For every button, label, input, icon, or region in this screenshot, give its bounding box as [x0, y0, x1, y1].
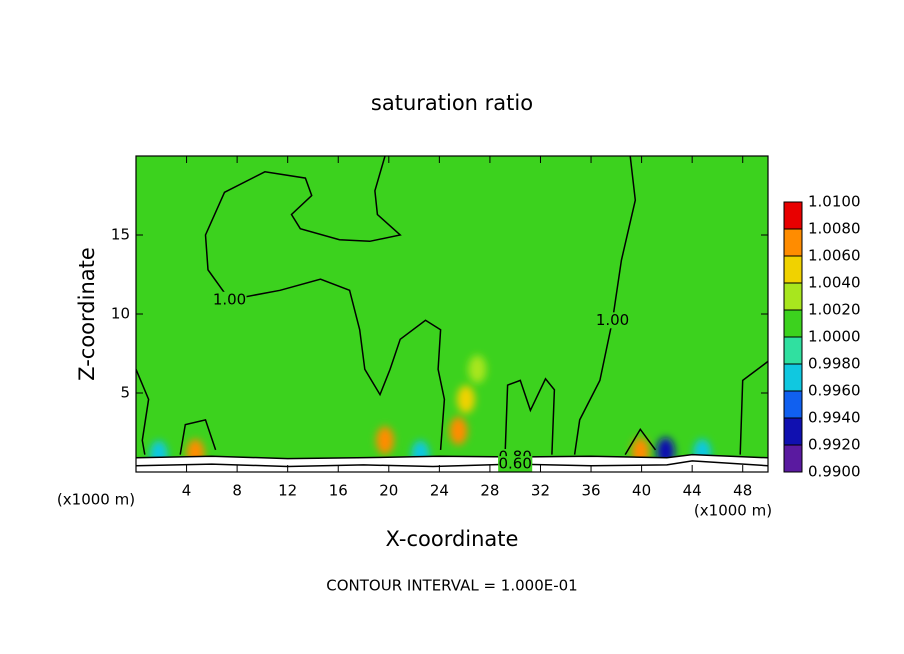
- y-axis-label: Z-coordinate: [75, 247, 99, 381]
- contour-line: [136, 369, 150, 455]
- contour-label-bg: [498, 456, 533, 472]
- field-spot: [456, 385, 475, 414]
- colorbar-tick-label: 0.9900: [808, 463, 861, 481]
- field-spot: [376, 426, 395, 455]
- colorbar-tick-label: 0.9920: [808, 436, 861, 454]
- contour-line: [136, 453, 768, 460]
- x-tick-label: 16: [329, 482, 348, 500]
- colorbar-tick-label: 1.0020: [808, 301, 861, 319]
- x-unit: (x1000 m): [694, 502, 772, 520]
- contour-label: 0.60: [498, 455, 531, 473]
- axes: 4 8 12 16 20 24 28 32 36 40 44 48510150.99000.99200…: [111, 155, 861, 500]
- y-unit: (x1000 m): [57, 491, 135, 509]
- chart-title: saturation ratio: [371, 91, 533, 115]
- field-spot: [468, 355, 487, 384]
- x-tick-label: 40: [632, 482, 651, 500]
- colorbar-tick-label: 0.9980: [808, 355, 861, 373]
- colorbar-band: [784, 391, 802, 418]
- plot-area: 1.001.000.800.60: [136, 156, 768, 473]
- x-tick-label: 12: [278, 482, 297, 500]
- colorbar-tick-label: 1.0060: [808, 247, 861, 265]
- colorbar-tick-label: 0.9960: [808, 382, 861, 400]
- x-tick-label: 48: [733, 482, 752, 500]
- y-tick-label: 10: [111, 305, 130, 323]
- y-tick-label: 15: [111, 226, 130, 244]
- field-background: [136, 156, 768, 472]
- colorbar-band: [784, 310, 802, 337]
- colorbar-band: [784, 445, 802, 472]
- contour-line: [739, 360, 768, 455]
- y-tick-label: 5: [120, 384, 130, 402]
- colorbar-tick-label: 0.9940: [808, 409, 861, 427]
- colorbar-band: [784, 202, 802, 229]
- colorbar-band: [784, 418, 802, 445]
- x-tick-label: 4: [182, 482, 192, 500]
- x-tick-label: 32: [531, 482, 550, 500]
- colorbar-band: [784, 364, 802, 391]
- field-spot: [449, 416, 468, 445]
- contour-line: [204, 156, 446, 450]
- colorbar-band: [784, 256, 802, 283]
- colorbar-band: [784, 337, 802, 364]
- colorbar-band: [784, 229, 802, 256]
- colorbar-tick-label: 1.0040: [808, 274, 861, 292]
- contour-line: [179, 419, 217, 455]
- x-tick-label: 20: [379, 482, 398, 500]
- contour-label-bg: [212, 291, 247, 308]
- colorbar-tick-label: 1.0080: [808, 220, 861, 238]
- contour-line: [624, 427, 657, 455]
- x-axis-label: X-coordinate: [386, 527, 519, 551]
- x-tick-label: 36: [581, 482, 600, 500]
- colorbar-tick-label: 1.0100: [808, 193, 861, 211]
- contour-line: [504, 377, 556, 455]
- colorbar-tick-label: 1.0000: [808, 328, 861, 346]
- x-tick-label: 44: [683, 482, 702, 500]
- contour-label: 1.00: [596, 311, 629, 329]
- contour-line: [136, 460, 768, 468]
- colorbar-band: [784, 283, 802, 310]
- x-tick-label: 24: [430, 482, 449, 500]
- contour-label: 1.00: [213, 290, 246, 308]
- x-tick-label: 8: [232, 482, 242, 500]
- contour-label-bg: [595, 312, 630, 329]
- x-tick-label: 28: [480, 482, 499, 500]
- footer: CONTOUR INTERVAL = 1.000E-01: [326, 577, 577, 595]
